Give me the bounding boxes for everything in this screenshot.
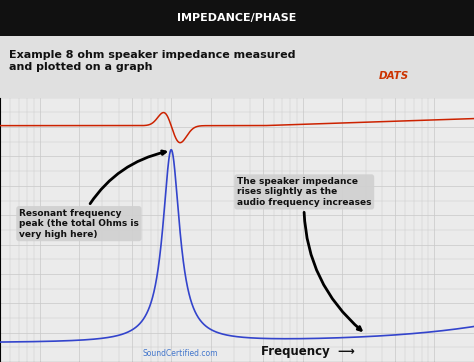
Text: Resonant frequency
peak (the total Ohms is
very high here): Resonant frequency peak (the total Ohms … [19,151,165,239]
Text: IMPEDANCE/PHASE: IMPEDANCE/PHASE [177,13,297,23]
Text: Frequency  ⟶: Frequency ⟶ [261,345,355,358]
Text: The speaker impedance
rises slightly as the
audio frequency increases: The speaker impedance rises slightly as … [237,177,372,330]
Text: SoundCertified.com: SoundCertified.com [142,349,218,358]
Text: DATS: DATS [379,71,410,81]
Text: Example 8 ohm speaker impedance measured
and plotted on a graph: Example 8 ohm speaker impedance measured… [9,50,296,72]
